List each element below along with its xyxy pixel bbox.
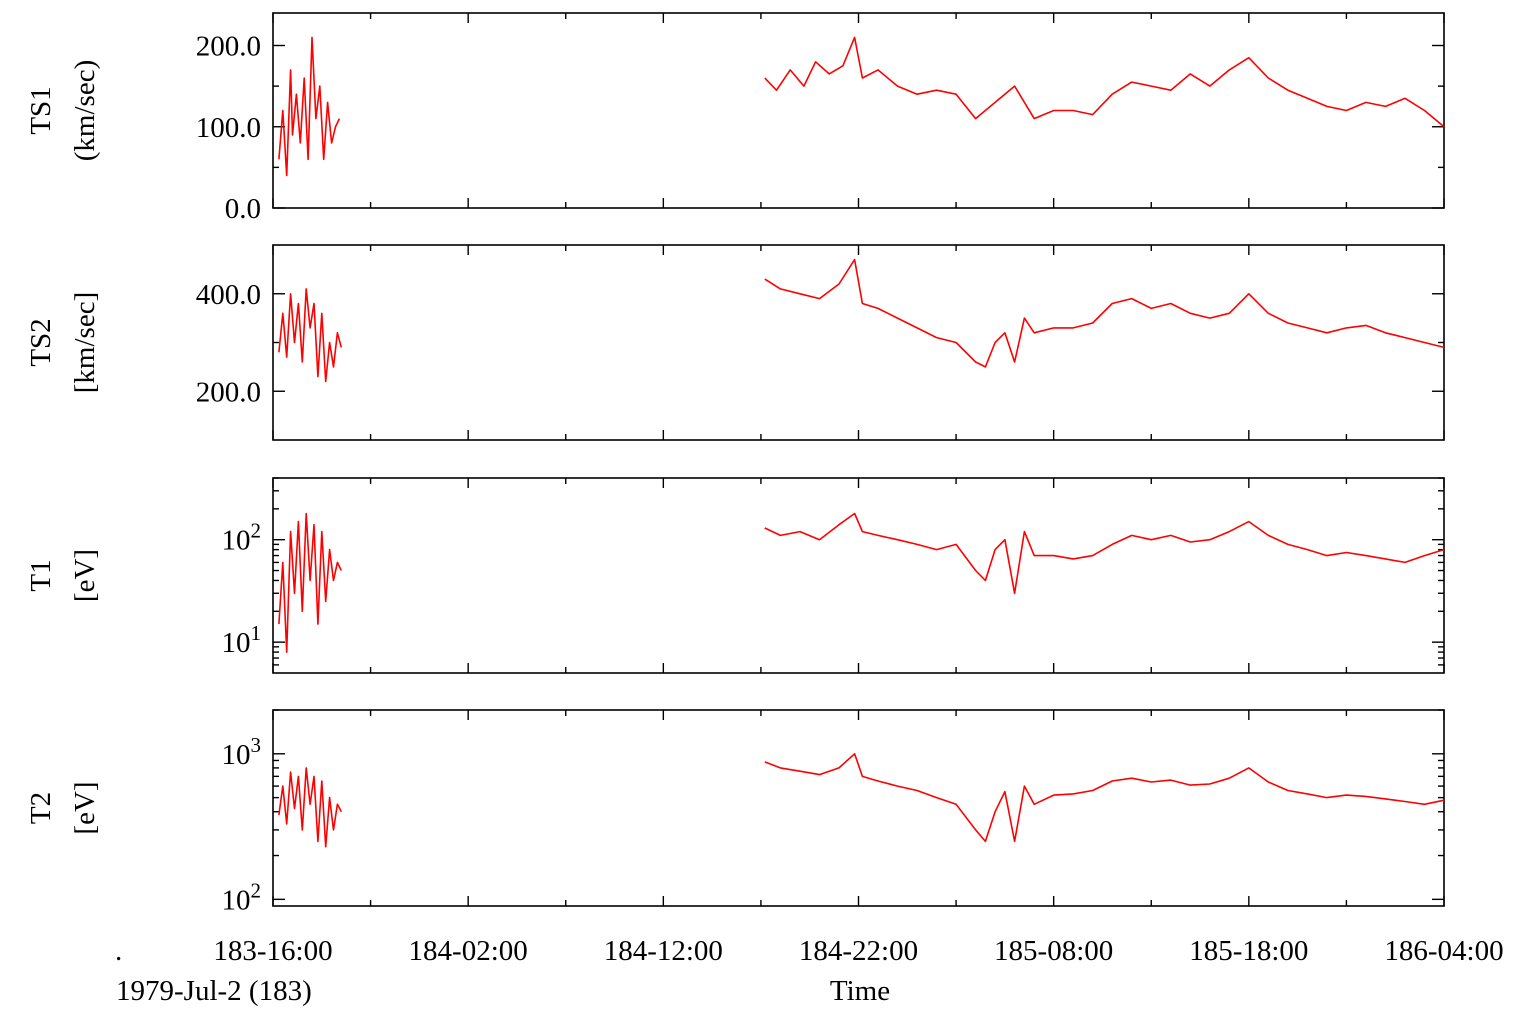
x-tick-label: 186-04:00 — [1384, 935, 1503, 967]
series-line-ts2-segment-0 — [278, 288, 343, 383]
x-axis-label: Time — [830, 975, 890, 1007]
series-line-ts2-segment-1 — [764, 258, 1445, 368]
y-tick-label: 400.0 — [196, 279, 261, 311]
y-tick-exponent: 2 — [251, 878, 262, 902]
y-axis-unit-t2: [eV] — [69, 781, 101, 834]
date-label: 1979-Jul-2 (183) — [116, 975, 312, 1007]
x-tick-label: 184-22:00 — [799, 935, 918, 967]
y-axis-label-t2: T2 — [25, 792, 57, 824]
x-tick-label: 184-02:00 — [409, 935, 528, 967]
y-tick-base: 10 — [222, 739, 251, 771]
panel-frame-t2 — [272, 709, 1445, 907]
y-tick-label: 103 — [222, 733, 262, 771]
y-tick-base: 10 — [222, 884, 251, 916]
y-tick-label: 100.0 — [196, 112, 261, 144]
x-tick-labels: 183-16:00 184-02:00 184-12:00 184-22:00 185-… — [213, 935, 1503, 967]
y-tick-label: 200.0 — [196, 376, 261, 408]
y-axis-unit-ts1: (km/sec) — [69, 60, 101, 161]
y-tick-exponent: 3 — [251, 733, 262, 757]
y-tick-base: 10 — [222, 627, 251, 659]
y-tick-label: 101 — [222, 621, 262, 659]
y-tick-exponent: 1 — [251, 621, 262, 645]
y-axis-unit-t1: [eV] — [69, 549, 101, 602]
x-tick-label: 183-16:00 — [213, 935, 332, 967]
y-tick-label: 102 — [222, 878, 262, 916]
series-line-t1-segment-0 — [278, 512, 343, 653]
y-axis-unit-ts2: [km/sec] — [69, 292, 101, 393]
series-line-ts1-segment-0 — [278, 36, 341, 177]
series-line-t2-segment-1 — [764, 753, 1445, 843]
series-line-t1-segment-1 — [764, 512, 1445, 595]
panel-ts2: 200.0 400.0 TS2 [km/sec] — [25, 244, 1445, 441]
y-axis-label-ts2: TS2 — [25, 318, 57, 366]
panels-group: 0.0 100.0 200.0 TS1 (km/sec) 200.0 400.0 TS2 [km… — [25, 12, 1445, 916]
panel-frame-ts2 — [272, 244, 1445, 441]
series-line-ts1-segment-1 — [764, 36, 1445, 128]
corner-mark: . — [115, 935, 122, 967]
x-tick-label: 185-18:00 — [1189, 935, 1308, 967]
y-tick-label: 0.0 — [225, 193, 261, 225]
panel-frame-ts1 — [272, 12, 1445, 209]
y-tick-label: 200.0 — [196, 31, 261, 63]
y-axis-label-t1: T1 — [25, 559, 57, 591]
y-axis-label-ts1: TS1 — [25, 86, 57, 134]
y-tick-label: 102 — [222, 519, 262, 557]
y-tick-exponent: 2 — [251, 519, 262, 543]
series-line-t2-segment-0 — [278, 767, 343, 848]
x-tick-label: 185-08:00 — [994, 935, 1113, 967]
panel-ts1: 0.0 100.0 200.0 TS1 (km/sec) — [25, 12, 1445, 225]
panel-frame-t1 — [272, 477, 1445, 674]
x-tick-label: 184-12:00 — [604, 935, 723, 967]
y-tick-base: 10 — [222, 525, 251, 557]
